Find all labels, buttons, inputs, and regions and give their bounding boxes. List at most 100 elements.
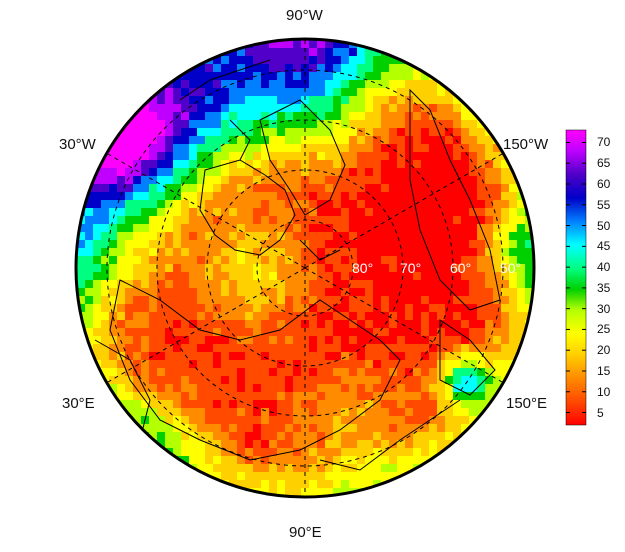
field-cell xyxy=(301,360,310,369)
field-cell xyxy=(213,72,222,81)
field-cell xyxy=(293,224,302,233)
field-cell xyxy=(413,248,422,257)
field-cell xyxy=(245,248,254,257)
field-cell xyxy=(517,272,526,281)
field-cell xyxy=(469,408,478,417)
field-cell xyxy=(277,304,286,313)
field-cell xyxy=(309,144,318,153)
colorbar-tick-label: 40 xyxy=(597,260,611,275)
field-cell xyxy=(213,80,222,89)
field-cell xyxy=(165,296,174,305)
field-cell xyxy=(325,40,334,49)
field-cell xyxy=(397,320,406,329)
field-cell xyxy=(349,224,358,233)
field-cell xyxy=(397,296,406,305)
field-cell xyxy=(453,232,462,241)
field-cell xyxy=(253,464,262,473)
field-cell xyxy=(181,400,190,409)
field-cell xyxy=(333,288,342,297)
field-cell xyxy=(525,192,533,201)
field-cell xyxy=(205,272,214,281)
field-cell xyxy=(525,280,533,289)
field-cell xyxy=(181,280,190,289)
field-cell xyxy=(309,56,318,65)
field-cell xyxy=(101,248,110,257)
field-cell xyxy=(245,472,254,481)
field-cell xyxy=(109,296,118,305)
field-cell xyxy=(189,192,198,201)
field-cell xyxy=(149,176,158,185)
field-cell xyxy=(213,184,222,193)
lon-label-150e: 150°E xyxy=(506,395,548,412)
field-cell xyxy=(189,184,198,193)
field-cell xyxy=(93,208,102,217)
field-cell xyxy=(301,272,310,281)
field-cell xyxy=(117,192,126,201)
field-cell xyxy=(365,336,374,345)
field-cell xyxy=(301,144,310,153)
field-cell xyxy=(365,400,374,409)
field-cell xyxy=(365,152,374,161)
field-cell xyxy=(173,264,182,273)
field-cell xyxy=(157,440,166,449)
field-cell xyxy=(277,224,286,233)
field-cell xyxy=(325,432,334,441)
field-cell xyxy=(389,328,398,337)
field-cell xyxy=(413,280,422,289)
field-cell xyxy=(245,376,254,385)
field-cell xyxy=(525,296,533,305)
field-cell xyxy=(357,152,366,161)
field-cell xyxy=(293,448,302,457)
field-cell xyxy=(269,248,278,257)
field-cell xyxy=(365,368,374,377)
field-cell xyxy=(437,128,446,137)
field-cell xyxy=(357,320,366,329)
field-cell xyxy=(285,248,294,257)
field-cell xyxy=(405,416,414,425)
field-cell xyxy=(413,416,422,425)
field-cell xyxy=(309,456,318,465)
field-cell xyxy=(125,208,134,217)
field-cell xyxy=(245,336,254,345)
field-cell xyxy=(213,304,222,313)
field-cell xyxy=(293,280,302,289)
field-cell xyxy=(285,40,294,49)
field-cell xyxy=(181,72,190,81)
field-cell xyxy=(461,264,470,273)
field-cell xyxy=(445,152,454,161)
field-cell xyxy=(309,64,318,73)
field-cell xyxy=(141,344,150,353)
field-cell xyxy=(453,272,462,281)
field-cell xyxy=(333,256,342,265)
field-cell xyxy=(149,392,158,401)
field-cell xyxy=(325,408,334,417)
field-cell xyxy=(197,72,206,81)
field-cell xyxy=(325,384,334,393)
field-cell xyxy=(245,64,254,73)
field-cell xyxy=(125,264,134,273)
field-cell xyxy=(317,48,326,57)
field-cell xyxy=(77,272,86,281)
colorbar-tick-label: 70 xyxy=(597,135,611,150)
field-cell xyxy=(77,264,86,273)
field-cell xyxy=(413,72,422,81)
field-cell xyxy=(365,136,374,145)
field-cell xyxy=(501,168,510,177)
field-cell xyxy=(357,264,366,273)
field-cell xyxy=(461,272,470,281)
field-cell xyxy=(413,104,422,113)
field-cell xyxy=(189,224,198,233)
field-cell xyxy=(381,456,390,465)
field-cell xyxy=(333,224,342,233)
field-cell xyxy=(405,456,414,465)
field-cell xyxy=(413,240,422,249)
field-cell xyxy=(269,392,278,401)
field-cell xyxy=(421,352,430,361)
field-cell xyxy=(373,416,382,425)
field-cell xyxy=(133,296,142,305)
field-cell xyxy=(253,280,262,289)
field-cell xyxy=(365,448,374,457)
field-cell xyxy=(341,208,350,217)
field-cell xyxy=(133,192,142,201)
field-cell xyxy=(317,336,326,345)
